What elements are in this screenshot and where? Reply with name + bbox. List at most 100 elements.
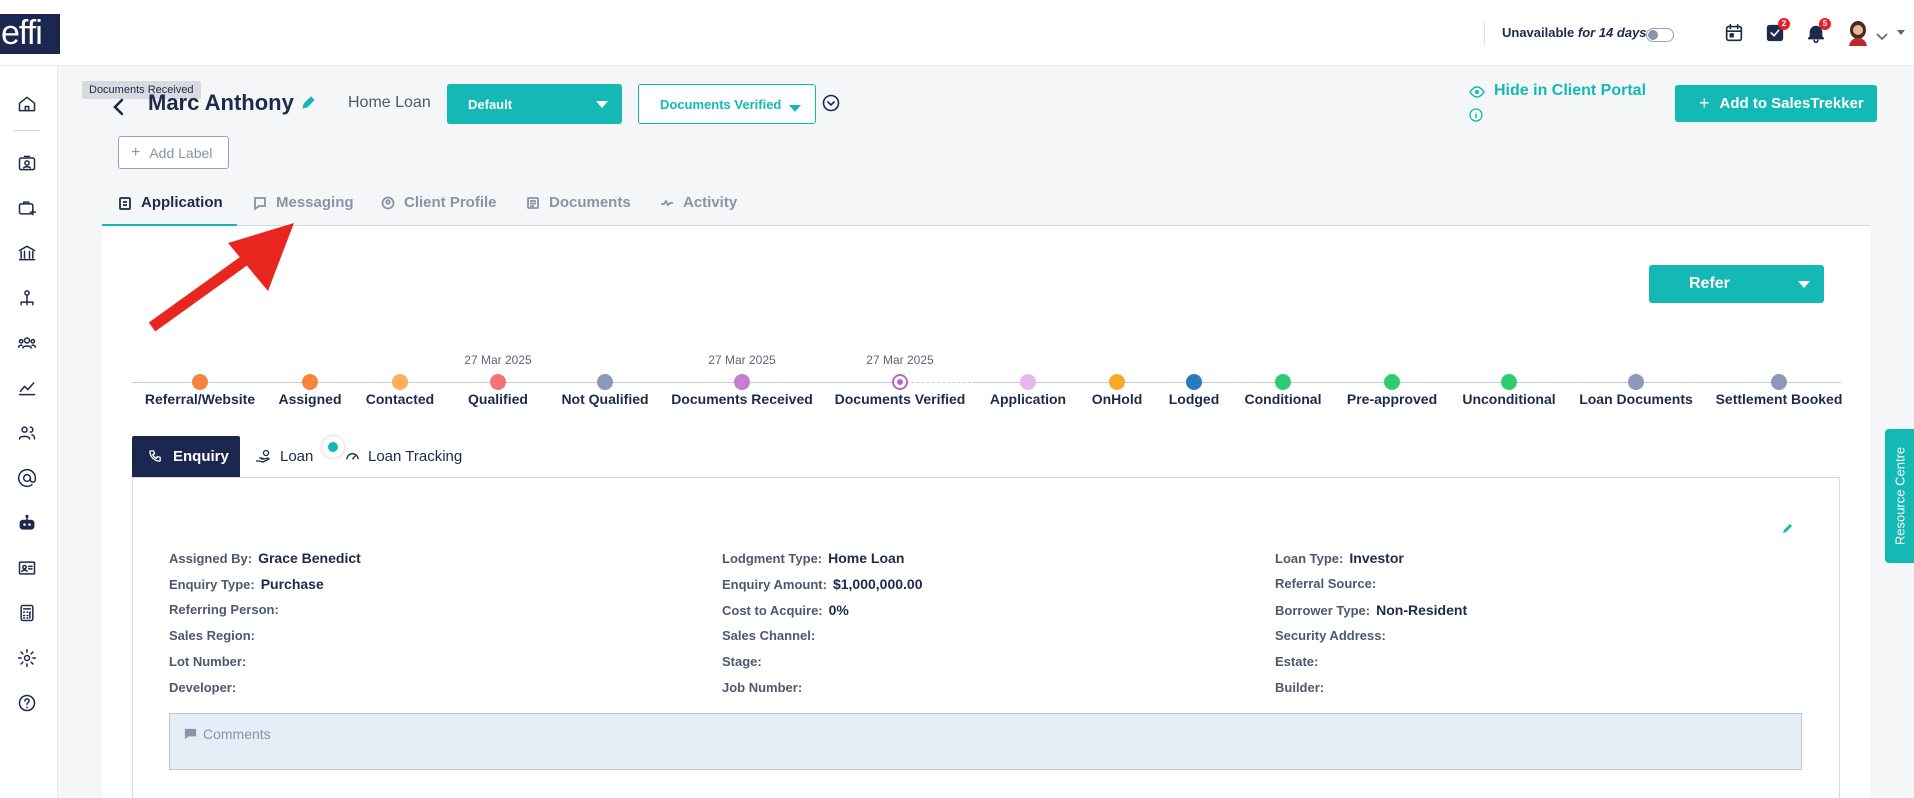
tasks-icon[interactable]: 2	[1764, 18, 1790, 47]
stage-label-pre-approved[interactable]: Pre-approved	[1346, 391, 1438, 407]
stage-dot-conditional[interactable]	[1275, 374, 1291, 390]
calculator-icon[interactable]	[15, 601, 39, 625]
stage-label-lodged[interactable]: Lodged	[1168, 391, 1220, 407]
tab-application[interactable]: Application	[118, 194, 223, 211]
stage-label-not-qualified[interactable]: Not Qualified	[561, 391, 649, 407]
subtab-loan-tracking[interactable]: Loan Tracking	[345, 448, 462, 465]
tab-documents-label: Documents	[549, 194, 631, 211]
refer-label: Refer	[1689, 275, 1730, 292]
users-icon[interactable]	[15, 421, 39, 445]
tab-messaging-label: Messaging	[276, 194, 354, 211]
add-label-button[interactable]: + Add Label	[118, 136, 229, 169]
stage-dot-not-qualified[interactable]	[597, 374, 613, 390]
edit-icon[interactable]	[1781, 521, 1795, 535]
pipeline-select[interactable]: Default	[447, 84, 622, 124]
activity-icon	[661, 198, 673, 207]
eye-icon[interactable]	[1469, 84, 1485, 100]
analytics-icon[interactable]	[15, 376, 39, 400]
resource-centre-tab[interactable]: Resource Centre	[1885, 429, 1914, 563]
network-icon[interactable]	[15, 286, 39, 310]
help-icon[interactable]	[15, 691, 39, 715]
caret-down-icon	[789, 105, 801, 112]
stage-label-documents-verified[interactable]: Documents Verified	[834, 391, 966, 407]
stage-dot-assigned[interactable]	[302, 374, 318, 390]
contact-card-icon[interactable]	[15, 151, 39, 175]
field-enquiry-type: Enquiry Type: Purchase	[169, 576, 324, 592]
loan-indicator	[322, 436, 344, 458]
stage-label-unconditional[interactable]: Unconditional	[1462, 391, 1556, 407]
robot-icon[interactable]	[15, 511, 39, 535]
field-label: Lot Number:	[169, 654, 247, 669]
stage-label-qualified[interactable]: Qualified	[468, 391, 528, 407]
edit-name-icon[interactable]	[300, 95, 316, 111]
briefcase-add-icon[interactable]	[15, 196, 39, 220]
phone-icon	[149, 450, 161, 462]
add-to-salestrekker-button[interactable]: + Add to SalesTrekker	[1675, 85, 1877, 122]
stage-label-documents-received[interactable]: Documents Received	[671, 391, 813, 407]
comments-box[interactable]: Comments	[169, 713, 1802, 770]
availability-toggle[interactable]	[1646, 28, 1674, 42]
tab-activity-label: Activity	[683, 194, 738, 211]
home-icon[interactable]	[15, 92, 39, 116]
stage-dot-documents-verified[interactable]	[892, 374, 908, 390]
stage-dot-lodged[interactable]	[1186, 374, 1202, 390]
stage-label-conditional[interactable]: Conditional	[1244, 391, 1322, 407]
stage-date-qualified: 27 Mar 2025	[464, 353, 532, 367]
avatar[interactable]	[1846, 20, 1870, 46]
stage-dot-referral-website[interactable]	[192, 374, 208, 390]
field-value: Purchase	[260, 576, 324, 592]
tab-documents[interactable]: Documents	[526, 194, 631, 211]
logo[interactable]: effi	[0, 14, 60, 54]
stage-dot-pre-approved[interactable]	[1384, 374, 1400, 390]
loan-indicator-dot	[328, 442, 338, 452]
field-sales-region: Sales Region:	[169, 628, 261, 643]
bank-icon[interactable]	[15, 241, 39, 265]
stage-dot-unconditional[interactable]	[1501, 374, 1517, 390]
stage-dot-contacted[interactable]	[392, 374, 408, 390]
field-label: Developer:	[169, 680, 237, 695]
chevron-down-icon[interactable]	[1876, 28, 1888, 41]
stage-label-loan-documents[interactable]: Loan Documents	[1579, 391, 1693, 407]
bell-icon[interactable]: 5	[1805, 18, 1831, 47]
stage-date-documents-received: 27 Mar 2025	[708, 353, 776, 367]
field-sales-channel: Sales Channel:	[722, 628, 821, 643]
menu-caret-icon[interactable]	[1897, 30, 1905, 35]
subtab-loan-label: Loan	[280, 448, 314, 465]
refer-button[interactable]: Refer	[1649, 265, 1824, 303]
stage-label-referral-website[interactable]: Referral/Website	[144, 391, 256, 407]
field-label: Lodgment Type:	[722, 551, 823, 566]
stage-dot-loan-documents[interactable]	[1628, 374, 1644, 390]
field-label: Job Number:	[722, 680, 803, 695]
settings-icon[interactable]	[15, 646, 39, 670]
field-label: Cost to Acquire:	[722, 603, 823, 618]
tab-messaging[interactable]: Messaging	[253, 194, 354, 211]
stage-dot-onhold[interactable]	[1109, 374, 1125, 390]
back-arrow-icon[interactable]	[112, 96, 126, 118]
field-value: Non-Resident	[1376, 602, 1468, 618]
stage-label-assigned[interactable]: Assigned	[278, 391, 342, 407]
info-icon[interactable]	[1469, 108, 1483, 122]
status-select[interactable]: Documents Verified	[638, 84, 816, 124]
stage-dot-settlement-booked[interactable]	[1771, 374, 1787, 390]
stage-label-settlement-booked[interactable]: Settlement Booked	[1715, 391, 1843, 407]
at-sign-icon[interactable]	[15, 466, 39, 490]
team-icon[interactable]	[15, 331, 39, 355]
subtab-loan[interactable]: Loan	[255, 448, 313, 465]
tab-client-profile[interactable]: Client Profile	[381, 194, 497, 211]
field-label: Stage:	[722, 654, 762, 669]
tab-activity[interactable]: Activity	[660, 194, 737, 211]
stage-dot-application[interactable]	[1020, 374, 1036, 390]
stage-label-application[interactable]: Application	[989, 391, 1067, 407]
chevron-circle-icon[interactable]	[822, 94, 840, 112]
subtab-enquiry[interactable]: Enquiry	[132, 436, 240, 477]
field-loan-type: Loan Type: Investor	[1275, 550, 1404, 566]
stage-label-onhold[interactable]: OnHold	[1091, 391, 1143, 407]
stage-label-contacted[interactable]: Contacted	[365, 391, 435, 407]
id-card-icon[interactable]	[15, 556, 39, 580]
stage-dot-qualified[interactable]	[490, 374, 506, 390]
message-icon	[254, 196, 266, 210]
calendar-icon[interactable]	[1723, 22, 1745, 47]
field-referring-person: Referring Person:	[169, 602, 285, 617]
hide-portal-link[interactable]: Hide in Client Portal	[1494, 82, 1647, 99]
stage-dot-documents-received[interactable]	[734, 374, 750, 390]
